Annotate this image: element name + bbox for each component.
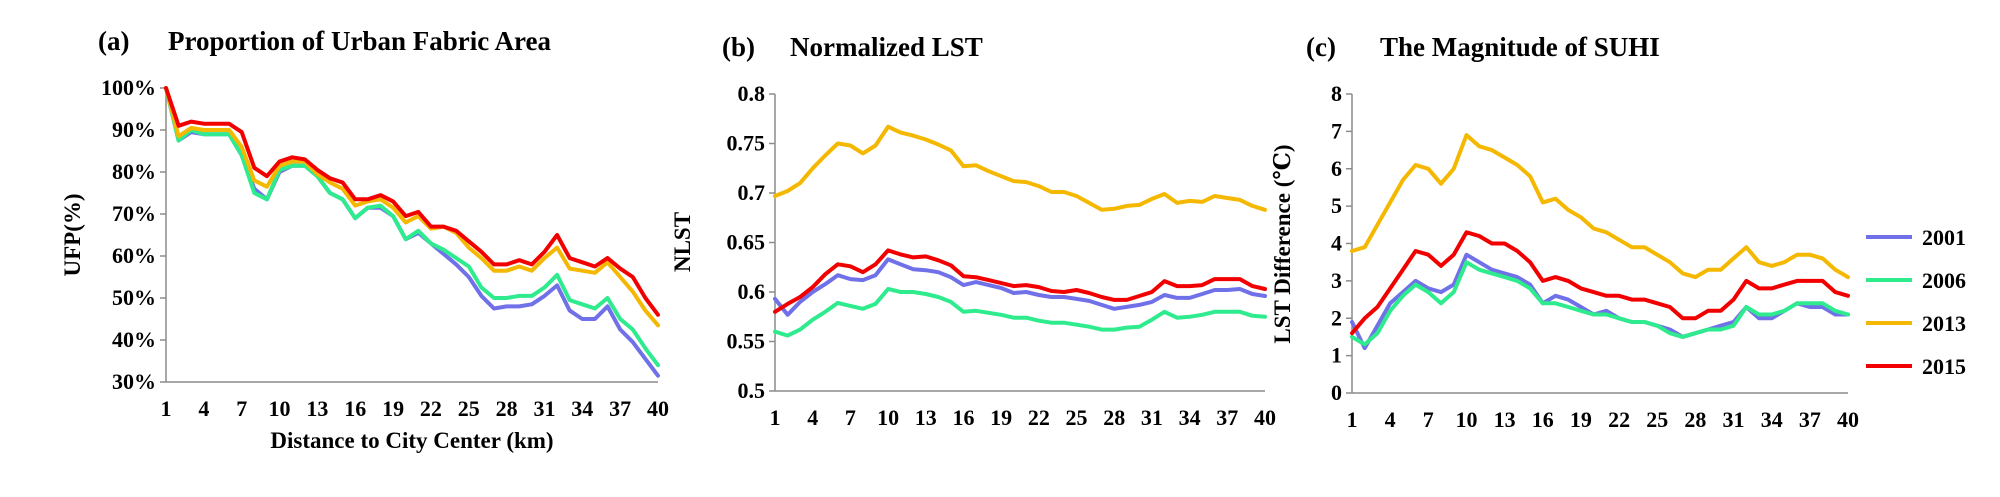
y-tick-label: 0.7 (738, 180, 766, 205)
panel-b-nlst-chart: (b) Normalized LST 0.5 0.55 0.6 0.65 0.7 0.75 0.… (670, 32, 1276, 430)
x-tick-label: 22 (1028, 405, 1050, 430)
series-line-2001 (773, 257, 1267, 317)
y-tick-label: 100% (101, 75, 156, 100)
series-line-2015 (164, 86, 660, 317)
x-tick-label: 37 (1216, 405, 1238, 430)
panel-a-ufp-chart: (a) Proportion of Urban Fabric Area 30% 40%… (60, 26, 669, 453)
x-tick-label: 13 (306, 396, 328, 421)
x-tick-label: 10 (269, 396, 291, 421)
series-line-2001 (1350, 252, 1850, 351)
y-tick-label: 0.6 (738, 279, 766, 304)
series-line-2013 (164, 86, 660, 328)
panel-letter: (b) (722, 32, 755, 62)
y-tick-label: 3 (1331, 268, 1342, 293)
x-tick-label: 1 (161, 396, 172, 421)
y-tick-label: 50% (112, 285, 156, 310)
series-line-2013 (1350, 133, 1850, 280)
y-tick-label: 0 (1331, 380, 1342, 405)
x-tick-label: 28 (496, 396, 518, 421)
panel-title: Normalized LST (790, 32, 983, 62)
y-axis-label: UFP(%) (60, 193, 85, 276)
x-tick-label: 34 (1179, 405, 1201, 430)
series-line-2006 (164, 86, 660, 368)
panel-title: Proportion of Urban Fabric Area (168, 26, 551, 56)
x-tick-label: 40 (647, 396, 669, 421)
y-tick-label: 0.65 (727, 230, 766, 255)
panel-letter: (a) (98, 26, 129, 56)
x-tick-label: 34 (571, 396, 593, 421)
x-tick-label: 37 (1799, 407, 1821, 432)
x-tick-label: 4 (807, 405, 818, 430)
x-tick-label: 4 (1385, 407, 1396, 432)
series-line-2015 (773, 248, 1267, 314)
y-tick-label: 5 (1331, 193, 1342, 218)
y-axis-label: NLST (670, 212, 695, 272)
x-tick-label: 25 (458, 396, 480, 421)
x-tick-label: 31 (1141, 405, 1163, 430)
y-tick-label: 30% (112, 369, 156, 394)
x-tick-label: 16 (952, 405, 974, 430)
x-tick-label: 25 (1066, 405, 1088, 430)
x-tick-label: 34 (1761, 407, 1783, 432)
x-tick-label: 25 (1646, 407, 1668, 432)
series-line-2006 (773, 287, 1267, 338)
y-tick-label: 90% (112, 117, 156, 142)
y-tick-label: 40% (112, 327, 156, 352)
panel-title: The Magnitude of SUHI (1380, 32, 1660, 62)
legend-label-2013: 2013 (1922, 311, 1966, 336)
x-tick-label: 16 (344, 396, 366, 421)
y-tick-label: 0.8 (738, 81, 766, 106)
legend-label-2015: 2015 (1922, 354, 1966, 379)
x-tick-label: 28 (1103, 405, 1125, 430)
y-tick-label: 8 (1331, 81, 1342, 106)
x-tick-label: 22 (1608, 407, 1630, 432)
y-tick-label: 60% (112, 243, 156, 268)
x-tick-label: 4 (198, 396, 209, 421)
y-axis-label: LST Difference (℃) (1270, 144, 1295, 343)
x-tick-label: 19 (382, 396, 404, 421)
x-tick-label: 10 (877, 405, 899, 430)
series-line-2013 (773, 124, 1267, 212)
x-tick-label: 7 (236, 396, 247, 421)
y-tick-label: 4 (1331, 231, 1342, 256)
x-tick-label: 7 (845, 405, 856, 430)
series-line-2006 (1350, 260, 1850, 347)
x-tick-label: 31 (533, 396, 555, 421)
x-tick-label: 1 (770, 405, 781, 430)
y-tick-label: 2 (1331, 305, 1342, 330)
y-tick-label: 0.75 (727, 131, 766, 156)
x-tick-label: 28 (1684, 407, 1706, 432)
x-tick-label: 16 (1532, 407, 1554, 432)
series-line-2015 (1350, 230, 1850, 336)
x-tick-label: 13 (1494, 407, 1516, 432)
x-tick-label: 10 (1455, 407, 1477, 432)
x-tick-label: 1 (1347, 407, 1358, 432)
y-tick-label: 6 (1331, 156, 1342, 181)
legend-label-2006: 2006 (1922, 268, 1966, 293)
x-tick-label: 13 (915, 405, 937, 430)
x-tick-label: 31 (1723, 407, 1745, 432)
legend-label-2001: 2001 (1922, 225, 1966, 250)
panel-letter: (c) (1306, 32, 1336, 62)
legend: 2001 2006 2013 2015 (1866, 225, 1966, 379)
x-tick-label: 22 (420, 396, 442, 421)
x-axis-label: Distance to City Center (km) (270, 428, 553, 453)
x-tick-label: 40 (1837, 407, 1859, 432)
x-tick-label: 7 (1423, 407, 1434, 432)
y-tick-label: 7 (1331, 118, 1342, 143)
y-tick-label: 1 (1331, 343, 1342, 368)
x-tick-label: 19 (1570, 407, 1592, 432)
x-tick-label: 37 (609, 396, 631, 421)
y-tick-label: 80% (112, 159, 156, 184)
y-tick-label: 70% (112, 201, 156, 226)
y-tick-label: 0.5 (738, 378, 766, 403)
y-tick-label: 0.55 (727, 329, 766, 354)
x-tick-label: 19 (990, 405, 1012, 430)
x-tick-label: 40 (1254, 405, 1276, 430)
